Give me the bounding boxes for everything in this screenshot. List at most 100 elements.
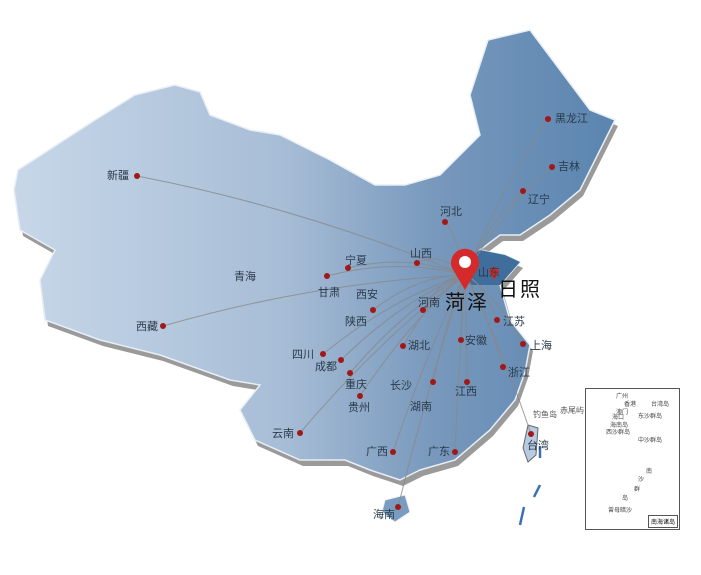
- province-dot: [395, 504, 401, 510]
- location-pin-icon: [451, 248, 479, 290]
- inset-label: 群: [634, 486, 641, 493]
- province-label: 海南: [373, 508, 395, 521]
- province-label: 湖北: [408, 339, 430, 352]
- inset-label: 台湾岛: [651, 401, 670, 408]
- province-label: 青海: [234, 270, 256, 283]
- province-label: 重庆: [345, 378, 367, 391]
- province-dot: [390, 449, 396, 455]
- province-dot: [345, 265, 351, 271]
- province-dot: [494, 317, 500, 323]
- small-pin-icon: [489, 267, 499, 280]
- route-line: [326, 266, 466, 277]
- province-label: 安徽: [465, 334, 487, 347]
- secondary-label: 日照: [498, 277, 542, 301]
- province-label: 陕西: [345, 315, 367, 328]
- province-label: 西安: [356, 288, 378, 301]
- province-label: 山西: [410, 247, 432, 260]
- inset-label: 岛: [622, 495, 629, 502]
- province-dot: [452, 449, 458, 455]
- province-dot: [320, 351, 326, 357]
- province-label: 甘肃: [318, 286, 340, 299]
- route-line: [299, 274, 466, 434]
- island-label: 赤尾屿: [560, 406, 584, 415]
- inset-label: 中沙群岛: [638, 437, 663, 444]
- province-label: 四川: [292, 348, 314, 361]
- province-label: 吉林: [558, 160, 580, 173]
- route-line: [454, 274, 466, 453]
- province-dot: [347, 370, 353, 376]
- route-line: [340, 274, 466, 361]
- province-dot: [442, 219, 448, 225]
- province-dots: [134, 116, 555, 510]
- province-dot: [160, 323, 166, 329]
- province-label: 长沙: [390, 379, 412, 392]
- route-line: [347, 261, 466, 276]
- island-label: 钓鱼岛: [533, 410, 557, 419]
- province-label: 浙江: [508, 366, 530, 379]
- province-dot: [430, 379, 436, 385]
- inset-label: 海南岛: [610, 422, 629, 429]
- taiwan-island: [522, 424, 539, 463]
- province-dot: [414, 260, 420, 266]
- province-label: 贵州: [348, 401, 370, 414]
- province-label: 台湾: [527, 439, 549, 452]
- province-label: 广西: [366, 445, 388, 458]
- route-line: [322, 274, 466, 355]
- inset-label: 沙: [638, 476, 645, 483]
- province-label: 西藏: [136, 320, 158, 333]
- province-label: 宁夏: [345, 254, 367, 267]
- province-dot: [324, 273, 330, 279]
- province-label: 湖南: [410, 400, 432, 413]
- province-dot: [357, 393, 363, 399]
- province-dot: [520, 188, 526, 194]
- inset-label: 澳门: [616, 409, 629, 416]
- inset-label: 东沙群岛: [638, 413, 663, 420]
- province-label: 江苏: [503, 315, 525, 328]
- inset-label: 西沙群岛: [606, 429, 631, 436]
- province-label: 河北: [440, 205, 462, 218]
- route-line: [464, 274, 532, 435]
- province-dot: [545, 116, 551, 122]
- inset-label: 广州: [616, 393, 629, 400]
- inset-label: 香港: [624, 401, 637, 408]
- province-label: 上海: [530, 339, 552, 352]
- inset-legend: 南海诸岛: [647, 515, 678, 528]
- dashed-boundary: [518, 446, 542, 526]
- route-line: [162, 274, 466, 327]
- inset-label: 南: [646, 468, 653, 475]
- province-label: 广东: [428, 445, 450, 458]
- province-dot: [549, 164, 555, 170]
- inset-label: 曾母暗沙: [608, 507, 633, 514]
- route-line: [464, 118, 549, 276]
- route-line: [359, 274, 466, 397]
- province-dot: [500, 364, 506, 370]
- province-label: 成都: [315, 360, 337, 373]
- province-label: 山东: [478, 266, 500, 279]
- province-label: 辽宁: [528, 193, 550, 206]
- province-dot: [370, 307, 376, 313]
- south-china-sea-inset: 广州 香港 澳门 台湾岛 海口 海南岛 东沙群岛 西沙群岛 中沙群岛 南 沙 群…: [585, 388, 680, 530]
- province-label: 河南: [418, 296, 440, 309]
- province-dot: [458, 337, 464, 343]
- route-line: [392, 274, 466, 453]
- province-dot: [338, 357, 344, 363]
- province-label: 江西: [455, 385, 477, 398]
- route-line: [349, 274, 466, 374]
- province-dot: [420, 307, 426, 313]
- route-line: [136, 175, 466, 276]
- province-dot: [520, 341, 526, 347]
- province-dot: [528, 431, 534, 437]
- china-outline: [13, 29, 617, 481]
- inset-label: 海口: [612, 414, 625, 421]
- province-dot: [464, 379, 470, 385]
- province-dot: [134, 173, 140, 179]
- province-dot: [297, 430, 303, 436]
- route-line: [372, 274, 466, 311]
- origin-label: 菏泽: [445, 290, 489, 314]
- province-label: 黑龙江: [555, 112, 588, 125]
- province-dot: [400, 343, 406, 349]
- province-label: 新疆: [107, 169, 129, 182]
- province-label: 云南: [272, 427, 294, 440]
